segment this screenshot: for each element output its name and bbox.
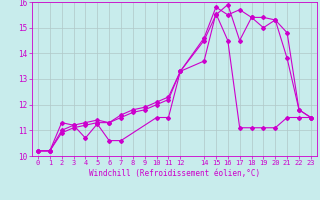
X-axis label: Windchill (Refroidissement éolien,°C): Windchill (Refroidissement éolien,°C)	[89, 169, 260, 178]
